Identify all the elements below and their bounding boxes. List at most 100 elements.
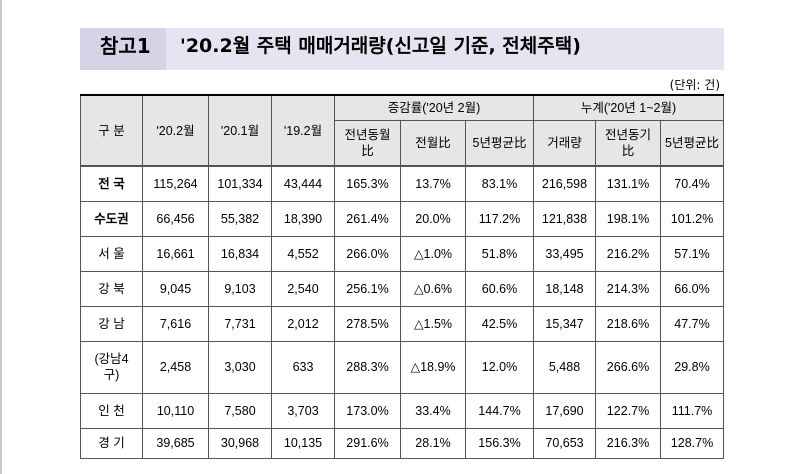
cell-jan20: 3,030 [208,340,272,394]
row-label: (강남4구) [80,340,143,394]
header-yoy: 전년동월比 [334,120,401,167]
cell-5yr: 51.8% [465,235,534,272]
cell-5yr: 156.3% [465,427,534,459]
cell-feb19: 2,012 [271,305,335,342]
row-label: 서 울 [80,235,143,272]
cell-5yr: 42.5% [465,305,534,342]
table-row: 강 남 7,616 7,731 2,012 278.5% △1.5% 42.5%… [80,305,724,342]
cell-yoy: 173.0% [334,392,401,429]
header-volume: 거래량 [533,120,596,167]
cell-feb19: 10,135 [271,427,335,459]
cell-cum-5yr: 101.2% [660,200,724,237]
cell-mom: △1.5% [400,305,466,342]
cell-yoy: 256.1% [334,270,401,307]
cell-mom: △0.6% [400,270,466,307]
cell-yoy: 278.5% [334,305,401,342]
header-jan20: '20.1월 [208,94,272,167]
cell-jan20: 16,834 [208,235,272,272]
header-category: 구 분 [80,94,143,167]
cell-mom: 13.7% [400,165,466,202]
cell-cum-yoy: 216.3% [595,427,661,459]
cell-yoy: 261.4% [334,200,401,237]
cell-volume: 5,488 [533,340,596,394]
cell-5yr: 144.7% [465,392,534,429]
cell-5yr: 60.6% [465,270,534,307]
cell-feb20: 7,616 [142,305,209,342]
cell-cum-5yr: 57.1% [660,235,724,272]
cell-cum-yoy: 216.2% [595,235,661,272]
table-row: (강남4구) 2,458 3,030 633 288.3% △18.9% 12.… [80,340,724,394]
cell-yoy: 291.6% [334,427,401,459]
header-cum-yoy: 전년동기比 [595,120,661,167]
unit-label: (단위: 건) [669,78,720,92]
header-feb19: '19.2월 [271,94,335,167]
cell-feb19: 18,390 [271,200,335,237]
cell-feb20: 10,110 [142,392,209,429]
row-label: 강 남 [80,305,143,342]
page-title: '20.2월 주택 매매거래량(신고일 기준, 전체주택) [180,35,581,57]
table-row: 수도권 66,456 55,382 18,390 261.4% 20.0% 11… [80,200,724,237]
header-mom: 전월比 [400,120,466,167]
row-label: 전 국 [80,165,143,202]
cell-jan20: 30,968 [208,427,272,459]
cell-feb19: 4,552 [271,235,335,272]
header-cum-5yr: 5년평균比 [660,120,724,167]
row-label: 수도권 [80,200,143,237]
header-cumulative-group: 누계('20년 1~2월) [533,94,724,121]
cell-jan20: 9,103 [208,270,272,307]
row-label: 강 북 [80,270,143,307]
cell-cum-5yr: 47.7% [660,305,724,342]
cell-feb20: 2,458 [142,340,209,394]
cell-jan20: 55,382 [208,200,272,237]
table-row: 경 기 39,685 30,968 10,135 291.6% 28.1% 15… [80,427,724,459]
cell-feb19: 633 [271,340,335,394]
row-label: 인 천 [80,392,143,429]
cell-feb20: 66,456 [142,200,209,237]
reference-tag: 참고1 [80,28,166,70]
table-row: 전 국 115,264 101,334 43,444 165.3% 13.7% … [80,165,724,202]
cell-jan20: 7,580 [208,392,272,429]
cell-jan20: 7,731 [208,305,272,342]
cell-yoy: 165.3% [334,165,401,202]
cell-cum-yoy: 198.1% [595,200,661,237]
cell-5yr: 83.1% [465,165,534,202]
cell-cum-yoy: 131.1% [595,165,661,202]
cell-mom: △1.0% [400,235,466,272]
header-5yr: 5년평균比 [465,120,534,167]
header-feb20: '20.2월 [142,94,209,167]
cell-yoy: 266.0% [334,235,401,272]
cell-feb19: 2,540 [271,270,335,307]
cell-volume: 15,347 [533,305,596,342]
cell-volume: 216,598 [533,165,596,202]
cell-cum-yoy: 122.7% [595,392,661,429]
cell-5yr: 117.2% [465,200,534,237]
cell-feb20: 115,264 [142,165,209,202]
row-label: 경 기 [80,427,143,459]
cell-volume: 17,690 [533,392,596,429]
cell-feb19: 43,444 [271,165,335,202]
cell-cum-5yr: 66.0% [660,270,724,307]
cell-mom: 33.4% [400,392,466,429]
cell-cum-5yr: 128.7% [660,427,724,459]
transaction-table: 구 분 '20.2월 '20.1월 '19.2월 증감률('20년 2월) 누계… [80,94,724,459]
cell-cum-yoy: 218.6% [595,305,661,342]
cell-volume: 18,148 [533,270,596,307]
cell-yoy: 288.3% [334,340,401,394]
cell-feb19: 3,703 [271,392,335,429]
cell-volume: 33,495 [533,235,596,272]
cell-feb20: 9,045 [142,270,209,307]
cell-volume: 121,838 [533,200,596,237]
table-row: 인 천 10,110 7,580 3,703 173.0% 33.4% 144.… [80,392,724,429]
cell-mom: △18.9% [400,340,466,394]
cell-cum-5yr: 111.7% [660,392,724,429]
table-row: 서 울 16,661 16,834 4,552 266.0% △1.0% 51.… [80,235,724,272]
cell-volume: 70,653 [533,427,596,459]
header-change-group: 증감률('20년 2월) [334,94,534,121]
cell-cum-5yr: 29.8% [660,340,724,394]
cell-cum-5yr: 70.4% [660,165,724,202]
cell-mom: 20.0% [400,200,466,237]
cell-5yr: 12.0% [465,340,534,394]
title-bar: 참고1 '20.2월 주택 매매거래량(신고일 기준, 전체주택) [80,28,724,70]
cell-cum-yoy: 266.6% [595,340,661,394]
cell-cum-yoy: 214.3% [595,270,661,307]
